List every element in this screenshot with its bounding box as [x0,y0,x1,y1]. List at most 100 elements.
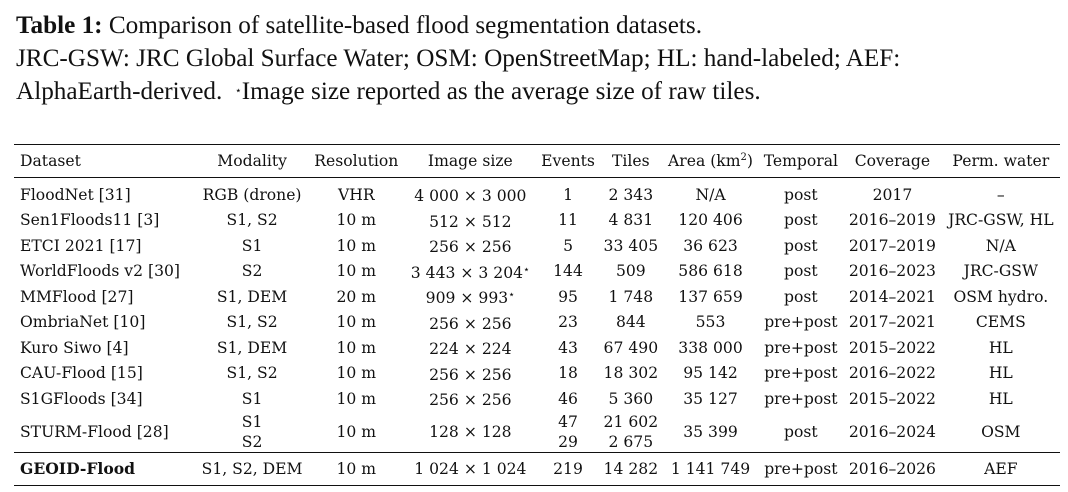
cell-tiles: 18 302 [599,361,662,387]
caption-line-3b: Image size reported as the average size … [241,78,761,105]
cell-text: MMFlood [27] [20,287,134,306]
table-row: OmbriaNet [10] S1, S2 10 m 256 × 256 23 844 55… [14,310,1060,336]
cell-text: 2 343 [608,185,654,204]
cell-text: 2016–2022 [848,364,936,382]
cell-coverage: 2016–2024 [848,422,936,441]
star-marker: ⋆ [508,288,516,301]
cell-text: 10 m [336,262,377,280]
cell-text: 553 [695,313,726,331]
cell-text: post [784,262,818,280]
cell-coverage: 2016–2019 [843,208,941,234]
cell-perm-water: CEMS [942,310,1060,336]
cell-temporal: post [759,284,844,310]
cell-image-size: 128 × 128 [429,422,512,441]
cell-text: N/A [985,236,1016,255]
cell-perm-water: JRC-GSW [942,259,1060,285]
cell-coverage: 2017–2021 [843,310,941,336]
header-resolution: Resolution [308,144,404,178]
cell-perm-water: HL [942,335,1060,361]
cell-text: – [996,185,1005,204]
cell-temporal: post [759,233,844,259]
cell-dataset: OmbriaNet [10] [14,310,195,336]
cell-text: VHR [337,185,375,204]
cell-text: 137 659 [678,287,743,306]
cell-coverage: 2015–2022 [843,335,941,361]
cell-perm-water: OSM hydro. [942,284,1060,310]
cell-temporal: pre+post [758,451,844,486]
cell-text: 256 × 256 [429,365,512,384]
cell-coverage: 2017–2019 [843,233,941,259]
cell-text: 2015–2022 [848,338,936,357]
cell-temporal: pre+post [759,361,844,387]
cell-area: N/A [662,178,758,208]
cell-coverage: 2016–2026 [843,451,942,486]
cell-text: S1, S2 [226,364,278,382]
cell-image-size: 1 024 × 1 024 [403,451,537,486]
cell-perm-water: JRC-GSW, HL [942,208,1060,234]
cell-events-s1: 47 [558,412,578,431]
cell-modality: S1, S2 [195,361,308,387]
cell-text: HL [988,364,1013,382]
cell-dataset: Sen1Floods11 [3] [14,208,195,234]
cell-text: 5 [563,236,573,255]
cell-tiles: 5 360 [599,386,662,412]
cell-text: 844 [615,313,646,331]
cell-tiles: 1 748 [599,284,662,310]
cell-modality: RGB (drone) [195,178,308,208]
cell-text: 144 [553,262,583,280]
cell-text: 2015–2022 [848,389,936,408]
cell-dataset: FloodNet [31] [14,178,195,208]
cell-coverage: 2016–2022 [843,361,941,387]
cell-dataset: Kuro Siwo [4] [14,335,195,361]
cell-text: S1, DEM [216,338,288,357]
table-row: Kuro Siwo [4] S1, DEM 10 m 224 × 224 43 67 49… [14,335,1060,361]
cell-perm-water: HL [942,386,1060,412]
cell-text: CAU-Flood [15] [20,364,143,382]
cell-resolution: 10 m [309,361,404,387]
cell-area: 586 618 [662,259,758,285]
cell-resolution: 10 m [309,233,404,259]
cell-text: 10 m [336,236,377,255]
cell-temporal: post [759,259,844,285]
cell-text: 95 142 [683,364,738,382]
cell-text: ETCI 2021 [17] [20,236,142,255]
cell-text: 4 000 × 3 000 [414,187,527,205]
cell-text: 10 m [336,211,377,229]
caption-line-3a: AlphaEarth-derived. [16,78,235,105]
header-perm-water: Perm. water [941,144,1060,178]
cell-text: 512 × 512 [429,212,512,231]
cell-text: 10 m [336,313,377,331]
cell-text: CEMS [975,313,1026,331]
cell-area: 553 [662,310,758,336]
cell-perm-water: N/A [942,233,1060,259]
cell-text: pre+post [764,364,838,382]
cell-text: 67 490 [603,338,659,357]
cell-text: 1 [563,185,573,204]
table-row: ETCI 2021 [17] S1 10 m 256 × 256 5 33 405 36 6… [14,233,1060,259]
cell-text: post [784,236,818,255]
cell-text: N/A [695,185,726,204]
cell-text: 2016–2023 [848,262,936,280]
cell-modality-s1: S1 [241,412,263,431]
cell-text: 23 [558,313,578,331]
cell-text: RGB (drone) [202,185,302,204]
cell-text: S1GFloods [34] [20,389,143,408]
cell-perm-water: HL [942,361,1060,387]
cell-area: 1 141 749 [662,451,759,486]
cell-text: 95 [558,287,578,306]
cell-text: 120 406 [678,211,743,229]
table-row-sturm-s2: S2 29 2 675 [14,432,1060,453]
cell-dataset: CAU-Flood [15] [14,361,195,387]
cell-image-size: 256 × 256 [404,310,537,336]
cell-text: HL [988,389,1013,408]
cell-dataset: STURM-Flood [28] [20,422,169,441]
cell-modality: S2 [195,259,308,285]
caption-line-2: JRC-GSW: JRC Global Surface Water; OSM: … [16,45,901,72]
cell-text: S1 [241,389,263,408]
table-row: Sen1Floods11 [3] S1, S2 10 m 512 × 512 11 4 8… [14,208,1060,234]
cell-text: 4 831 [608,211,654,229]
cell-text: 909 × 993 [425,289,509,307]
cell-area: 36 623 [662,233,758,259]
cell-image-size: 4 000 × 3 000 [404,178,537,208]
cell-dataset: S1GFloods [34] [14,386,195,412]
